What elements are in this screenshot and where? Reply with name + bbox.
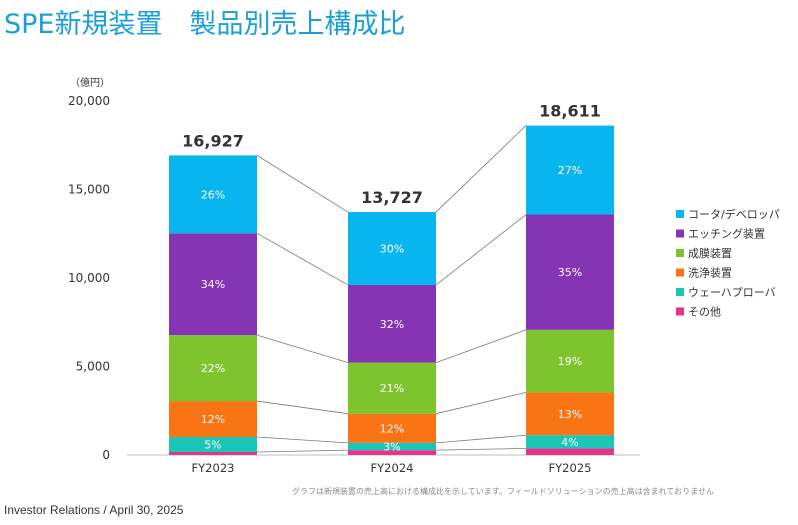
connector-line (435, 448, 527, 451)
footer-text: Investor Relations / April 30, 2025 (4, 503, 184, 517)
bar-segment (169, 401, 257, 438)
segment-percent-label: 12% (380, 422, 404, 435)
legend-swatch (676, 210, 684, 218)
connector-line (256, 400, 349, 415)
y-axis-unit-label: （億円） (70, 76, 110, 89)
bar-total-label: 18,611 (539, 102, 601, 121)
bar-total-label: 13,727 (361, 188, 423, 207)
bar-segment (169, 335, 257, 402)
segment-percent-label: 34% (201, 278, 225, 291)
bar-segment (169, 437, 257, 453)
bar-segment (169, 233, 257, 336)
connector-line (435, 214, 527, 286)
segment-percent-label: 27% (558, 164, 582, 177)
legend-swatch (676, 288, 684, 296)
segment-percent-label: 12% (201, 413, 225, 426)
bar-segment (169, 452, 257, 455)
connector-line (435, 125, 527, 213)
segment-percent-label: 35% (558, 266, 582, 279)
legend-label: ウェーハプローバ (688, 286, 776, 299)
bar-segment (526, 435, 614, 449)
bar-segment (348, 413, 436, 443)
connector-line (256, 449, 349, 453)
segment-percent-label: 26% (201, 188, 225, 201)
connector-line (435, 434, 527, 444)
legend-label: エッチング装置 (688, 227, 765, 241)
bar-segment (526, 329, 614, 393)
connector-line (256, 436, 349, 444)
connector-line (256, 155, 349, 213)
bar-segment (348, 442, 436, 451)
x-category-label: FY2024 (371, 461, 414, 475)
y-tick-label: 20,000 (68, 94, 110, 108)
segment-percent-label: 13% (558, 408, 582, 421)
bar-segment (526, 125, 614, 215)
legend-label: その他 (688, 306, 721, 319)
bar-segment (348, 212, 436, 285)
segment-percent-label: 30% (380, 242, 404, 255)
legend-label: コータ/デベロッパ (688, 207, 780, 221)
y-tick-label: 5,000 (76, 360, 110, 374)
segment-percent-label: 32% (380, 318, 404, 331)
bar-segment (526, 392, 614, 436)
connector-line (435, 329, 527, 364)
connector-line (435, 392, 527, 415)
x-category-label: FY2025 (549, 461, 592, 475)
bar-segment (526, 214, 614, 330)
bar-segment (526, 448, 614, 455)
page-title: SPE新規装置 製品別売上構成比 (4, 9, 406, 40)
connector-line (256, 334, 349, 364)
y-tick-label: 10,000 (68, 271, 110, 285)
y-tick-label: 0 (102, 448, 110, 462)
segment-percent-label: 21% (380, 382, 404, 395)
footnote: グラフは新規装置の売上高における構成比を示しています。フィールドソリューションの… (292, 487, 714, 496)
segment-percent-label: 3% (383, 440, 400, 453)
segment-percent-label: 5% (204, 439, 221, 452)
connector-line (256, 232, 349, 286)
segment-percent-label: 4% (561, 436, 578, 449)
segment-percent-label: 22% (201, 362, 225, 375)
legend-swatch (676, 229, 684, 238)
legend-label: 洗浄装置 (688, 266, 732, 280)
bar-total-label: 16,927 (182, 131, 244, 150)
bar-segment (169, 155, 257, 234)
segment-percent-label: 19% (558, 355, 582, 368)
x-category-label: FY2023 (192, 461, 235, 475)
bar-segment (348, 450, 436, 455)
legend-label: 成膜装置 (688, 247, 732, 260)
legend-swatch (676, 307, 684, 316)
bar-segment (348, 284, 436, 363)
legend-swatch (676, 268, 684, 277)
legend-swatch (676, 249, 684, 257)
bar-segment (348, 362, 436, 414)
y-tick-label: 15,000 (68, 183, 110, 197)
